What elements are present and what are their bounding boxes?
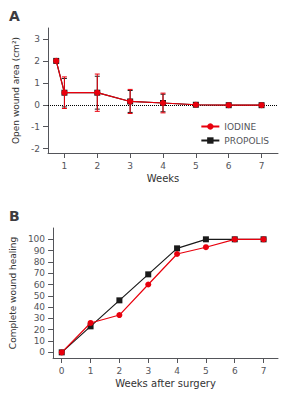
svg-text:-2: -2 (31, 144, 40, 154)
svg-text:40: 40 (34, 302, 46, 312)
svg-text:30: 30 (34, 313, 46, 323)
svg-text:Open wound area (cm²): Open wound area (cm²) (11, 37, 21, 144)
svg-text:Weeks: Weeks (147, 173, 180, 184)
svg-text:IODINE: IODINE (224, 122, 256, 132)
svg-text:1: 1 (62, 161, 68, 171)
svg-text:7: 7 (261, 366, 267, 376)
svg-text:PROPOLIS: PROPOLIS (224, 136, 269, 146)
svg-text:0: 0 (34, 100, 40, 110)
svg-text:1: 1 (34, 78, 40, 88)
svg-text:2: 2 (94, 161, 100, 171)
svg-text:3: 3 (34, 34, 40, 44)
svg-text:20: 20 (34, 325, 46, 335)
svg-text:Weeks after surgery: Weeks after surgery (115, 378, 216, 389)
svg-text:1: 1 (88, 366, 94, 376)
svg-text:100: 100 (28, 234, 45, 244)
svg-text:90: 90 (34, 246, 46, 256)
svg-text:A: A (9, 8, 20, 24)
svg-text:2: 2 (34, 56, 40, 66)
svg-text:0: 0 (39, 347, 45, 357)
svg-text:60: 60 (34, 280, 46, 290)
svg-text:70: 70 (34, 268, 46, 278)
svg-text:5: 5 (203, 366, 209, 376)
svg-text:80: 80 (34, 257, 46, 267)
svg-text:2: 2 (117, 366, 123, 376)
svg-text:B: B (9, 208, 20, 224)
svg-text:4: 4 (160, 161, 166, 171)
svg-text:Complete wound healing: Complete wound healing (8, 237, 18, 349)
svg-text:-1: -1 (31, 122, 40, 132)
svg-text:6: 6 (226, 161, 232, 171)
svg-text:10: 10 (34, 336, 46, 346)
svg-text:4: 4 (174, 366, 180, 376)
svg-text:50: 50 (34, 291, 46, 301)
svg-text:0: 0 (59, 366, 65, 376)
svg-text:6: 6 (232, 366, 238, 376)
svg-text:7: 7 (259, 161, 265, 171)
svg-text:3: 3 (145, 366, 151, 376)
svg-text:5: 5 (193, 161, 199, 171)
svg-text:3: 3 (127, 161, 133, 171)
